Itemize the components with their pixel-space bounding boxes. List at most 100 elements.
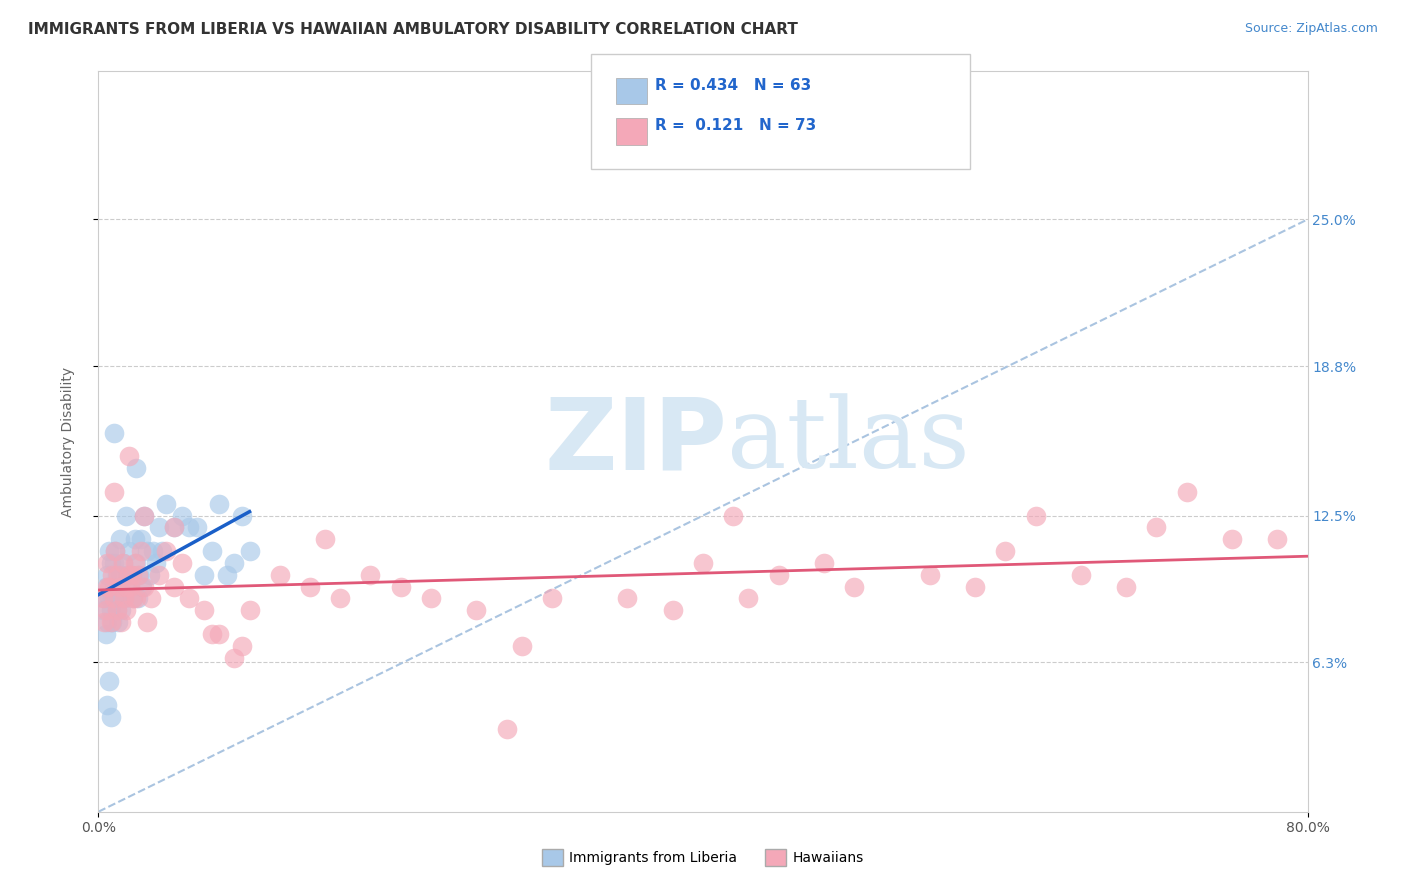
Point [115, 580, 138, 594]
Point [118, 544, 141, 558]
Point [122, 591, 145, 606]
Text: ZIP: ZIP [544, 393, 727, 490]
Point [179, 520, 201, 534]
Point [110, 603, 132, 617]
Point [110, 591, 132, 606]
Point [813, 556, 835, 570]
Point [142, 544, 165, 558]
Point [105, 603, 128, 617]
Point [128, 567, 150, 582]
Point [465, 603, 488, 617]
Point [101, 591, 124, 606]
Point [616, 591, 638, 606]
Text: R = 0.434   N = 63: R = 0.434 N = 63 [655, 78, 811, 93]
Point [103, 580, 125, 594]
Point [299, 580, 322, 594]
Point [329, 591, 352, 606]
Point [239, 603, 262, 617]
Point [107, 567, 129, 582]
Text: atlas: atlas [727, 393, 970, 490]
Point [108, 580, 131, 594]
Point [124, 556, 146, 570]
Point [540, 591, 562, 606]
Point [1146, 520, 1168, 534]
Point [193, 567, 215, 582]
Point [661, 603, 683, 617]
Point [121, 567, 143, 582]
Point [179, 591, 201, 606]
Point [94, 603, 117, 617]
Point [314, 533, 336, 547]
Point [105, 567, 128, 582]
Point [110, 615, 132, 630]
Point [110, 591, 132, 606]
Point [208, 497, 231, 511]
Point [98, 591, 121, 606]
Point [360, 567, 382, 582]
Point [103, 591, 125, 606]
Point [125, 591, 148, 606]
Point [94, 580, 117, 594]
Point [124, 533, 146, 547]
Point [125, 556, 148, 570]
Text: R =  0.121   N = 73: R = 0.121 N = 73 [655, 118, 817, 133]
Point [1220, 533, 1243, 547]
Point [186, 520, 208, 534]
Point [98, 580, 121, 594]
Point [737, 591, 759, 606]
Point [208, 627, 231, 641]
Point [135, 615, 157, 630]
Point [96, 556, 118, 570]
Point [139, 567, 162, 582]
Point [107, 580, 129, 594]
Point [145, 556, 167, 570]
Point [132, 580, 155, 594]
Point [201, 627, 224, 641]
Point [1175, 484, 1198, 499]
Point [93, 615, 115, 630]
Point [114, 603, 136, 617]
Point [150, 544, 173, 558]
Point [148, 520, 170, 534]
Point [170, 508, 193, 523]
Point [193, 603, 215, 617]
Point [239, 544, 262, 558]
Point [129, 533, 152, 547]
Point [100, 615, 122, 630]
Point [723, 508, 745, 523]
Point [93, 591, 115, 606]
Point [104, 544, 127, 558]
Point [132, 508, 155, 523]
Point [122, 591, 145, 606]
Point [224, 556, 246, 570]
Point [103, 484, 125, 499]
Point [231, 639, 253, 653]
Point [108, 567, 131, 582]
Point [231, 508, 253, 523]
Point [103, 425, 125, 440]
Point [94, 627, 117, 641]
Point [163, 580, 186, 594]
Point [125, 461, 148, 475]
Text: IMMIGRANTS FROM LIBERIA VS HAWAIIAN AMBULATORY DISABILITY CORRELATION CHART: IMMIGRANTS FROM LIBERIA VS HAWAIIAN AMBU… [28, 22, 799, 37]
Point [120, 580, 142, 594]
Legend: Immigrants from Liberia, Hawaiians: Immigrants from Liberia, Hawaiians [536, 843, 870, 871]
Point [96, 698, 118, 712]
Point [1024, 508, 1046, 523]
Point [100, 603, 122, 617]
Point [965, 580, 987, 594]
Point [768, 567, 790, 582]
Point [170, 556, 193, 570]
Point [101, 567, 124, 582]
Point [844, 580, 866, 594]
Point [114, 508, 136, 523]
Point [91, 603, 114, 617]
Point [141, 591, 163, 606]
Point [111, 556, 134, 570]
Point [155, 544, 177, 558]
Point [420, 591, 443, 606]
Point [104, 591, 127, 606]
Point [918, 567, 941, 582]
Point [120, 580, 142, 594]
Point [112, 591, 135, 606]
